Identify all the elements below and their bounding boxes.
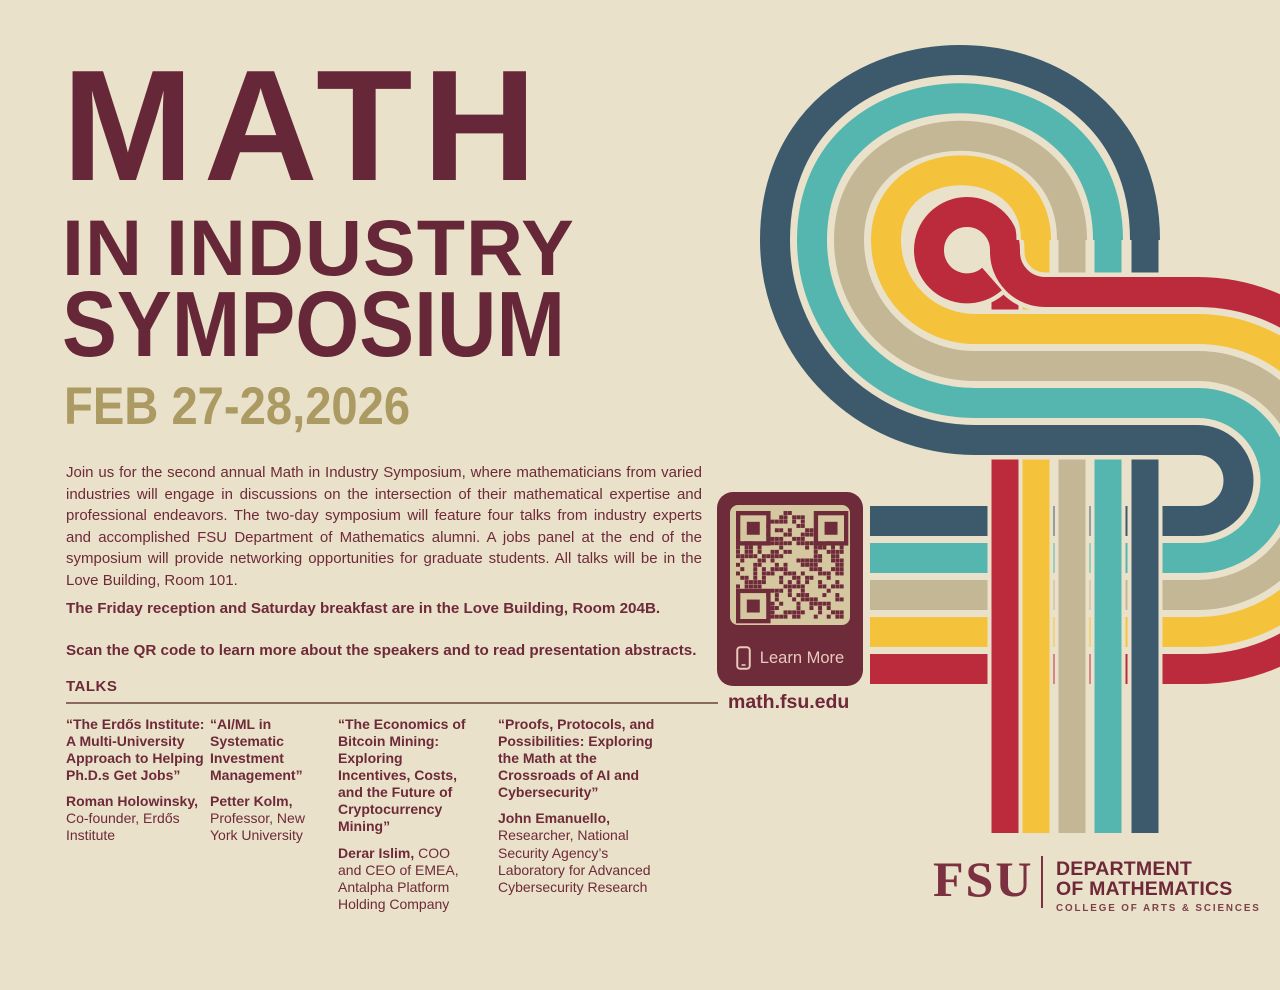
learn-more-row: Learn More bbox=[717, 644, 863, 672]
talk-title: “The Erdős Institute: A Multi-University… bbox=[66, 716, 205, 784]
talk-ai-ml: “AI/ML in Systematic Investment Manageme… bbox=[210, 716, 332, 845]
talks-heading: TALKS bbox=[66, 678, 118, 695]
qr-code-block: Learn More bbox=[717, 492, 863, 686]
talk-proofs-protocols: “Proofs, Protocols, and Possibilities: E… bbox=[498, 716, 668, 896]
phone-icon bbox=[736, 646, 751, 670]
speaker-name: Roman Holowinsky, bbox=[66, 793, 198, 810]
talk-title: “Proofs, Protocols, and Possibilities: E… bbox=[498, 716, 655, 801]
website-url: math.fsu.edu bbox=[728, 691, 850, 713]
speaker-name: Derar Islim, bbox=[338, 844, 415, 861]
qr-code bbox=[730, 505, 850, 625]
talk-speaker: Roman Holowinsky, Co-founder, Erdős Inst… bbox=[66, 793, 206, 844]
college-line: COLLEGE OF ARTS & SCIENCES bbox=[1056, 903, 1261, 914]
speaker-affiliation: Co-founder, Erdős Institute bbox=[66, 810, 180, 844]
speaker-name: Petter Kolm, bbox=[210, 793, 293, 810]
speaker-affiliation: Researcher, National Security Agency’s L… bbox=[498, 827, 651, 895]
learn-more-label: Learn More bbox=[759, 648, 845, 667]
speaker-name: John Emanuello, bbox=[498, 810, 611, 827]
speaker-affiliation: Professor, New York University bbox=[210, 810, 305, 844]
talk-title: “AI/ML in Systematic Investment Manageme… bbox=[210, 716, 303, 784]
intro-paragraph: Join us for the second annual Math in In… bbox=[66, 464, 702, 589]
dept-line-2: OF MATHEMATICS bbox=[1056, 878, 1233, 900]
speaker-affiliation: COO and CEO of EMEA, Antalpha Platform H… bbox=[338, 844, 459, 912]
qr-pattern bbox=[735, 510, 849, 624]
talk-speaker: John Emanuello, Researcher, National Sec… bbox=[498, 810, 668, 895]
poster-title-symposium: SYMPOSIUM bbox=[62, 272, 566, 376]
qr-scan-note: Scan the QR code to learn more about the… bbox=[66, 642, 697, 659]
ribbon-return-bundle bbox=[870, 272, 1280, 689]
poster-title-in-industry: IN INDUSTRY bbox=[62, 203, 575, 292]
talk-bitcoin-mining: “The Economics of Bitcoin Mining: Explor… bbox=[338, 716, 471, 913]
event-date: FEB 27-28,2026 bbox=[64, 377, 411, 436]
fsu-logo: FSU bbox=[933, 851, 1034, 907]
department-wordmark: DEPARTMENT OF MATHEMATICS COLLEGE OF ART… bbox=[1056, 859, 1276, 914]
talks-divider bbox=[66, 702, 718, 704]
talk-erdos-institute: “The Erdős Institute: A Multi-University… bbox=[66, 716, 206, 845]
poster-title-math: MATH bbox=[62, 38, 547, 214]
reception-note: The Friday reception and Saturday breakf… bbox=[66, 600, 661, 617]
talk-speaker: Petter Kolm, Professor, New York Univers… bbox=[210, 793, 332, 844]
talk-speaker: Derar Islim, COO and CEO of EMEA, Antalp… bbox=[338, 845, 471, 913]
ribbon-spiral bbox=[755, 40, 1198, 460]
dept-line-1: DEPARTMENT bbox=[1056, 858, 1192, 880]
logo-divider bbox=[1041, 856, 1043, 908]
talk-title: “The Economics of Bitcoin Mining: Explor… bbox=[338, 716, 466, 835]
